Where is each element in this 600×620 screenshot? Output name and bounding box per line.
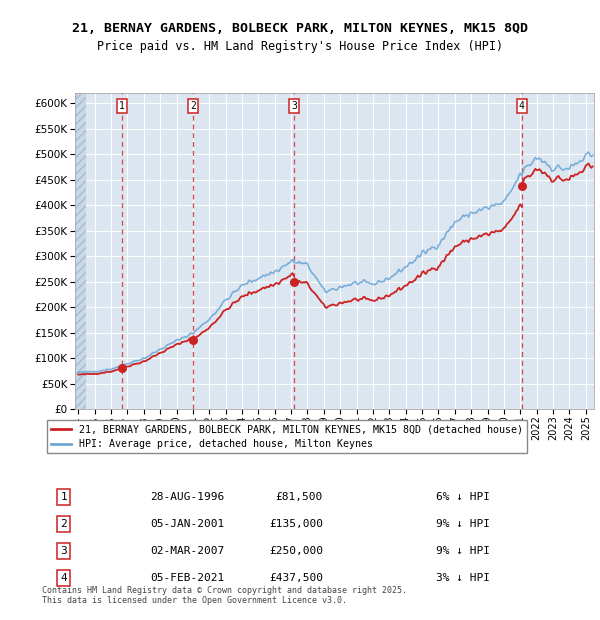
Text: 05-FEB-2021: 05-FEB-2021 bbox=[150, 574, 224, 583]
Text: 9% ↓ HPI: 9% ↓ HPI bbox=[436, 519, 490, 529]
Text: £437,500: £437,500 bbox=[269, 574, 323, 583]
Bar bbox=[75, 93, 86, 409]
Text: 05-JAN-2001: 05-JAN-2001 bbox=[150, 519, 224, 529]
Text: £250,000: £250,000 bbox=[269, 546, 323, 556]
Text: 4: 4 bbox=[519, 101, 525, 111]
Text: Contains HM Land Registry data © Crown copyright and database right 2025.
This d: Contains HM Land Registry data © Crown c… bbox=[42, 586, 407, 605]
Text: 02-MAR-2007: 02-MAR-2007 bbox=[150, 546, 224, 556]
Text: 28-AUG-1996: 28-AUG-1996 bbox=[150, 492, 224, 502]
Text: Price paid vs. HM Land Registry's House Price Index (HPI): Price paid vs. HM Land Registry's House … bbox=[97, 40, 503, 53]
Text: 3% ↓ HPI: 3% ↓ HPI bbox=[436, 574, 490, 583]
Text: £135,000: £135,000 bbox=[269, 519, 323, 529]
Text: 21, BERNAY GARDENS, BOLBECK PARK, MILTON KEYNES, MK15 8QD: 21, BERNAY GARDENS, BOLBECK PARK, MILTON… bbox=[72, 22, 528, 35]
Text: 4: 4 bbox=[60, 574, 67, 583]
Text: 9% ↓ HPI: 9% ↓ HPI bbox=[436, 546, 490, 556]
Text: £81,500: £81,500 bbox=[275, 492, 323, 502]
Text: 3: 3 bbox=[60, 546, 67, 556]
Text: 3: 3 bbox=[291, 101, 297, 111]
Text: 1: 1 bbox=[119, 101, 125, 111]
Text: 1: 1 bbox=[60, 492, 67, 502]
Text: 2: 2 bbox=[60, 519, 67, 529]
Text: 2: 2 bbox=[190, 101, 196, 111]
Text: 6% ↓ HPI: 6% ↓ HPI bbox=[436, 492, 490, 502]
Legend: 21, BERNAY GARDENS, BOLBECK PARK, MILTON KEYNES, MK15 8QD (detached house), HPI:: 21, BERNAY GARDENS, BOLBECK PARK, MILTON… bbox=[47, 420, 527, 453]
